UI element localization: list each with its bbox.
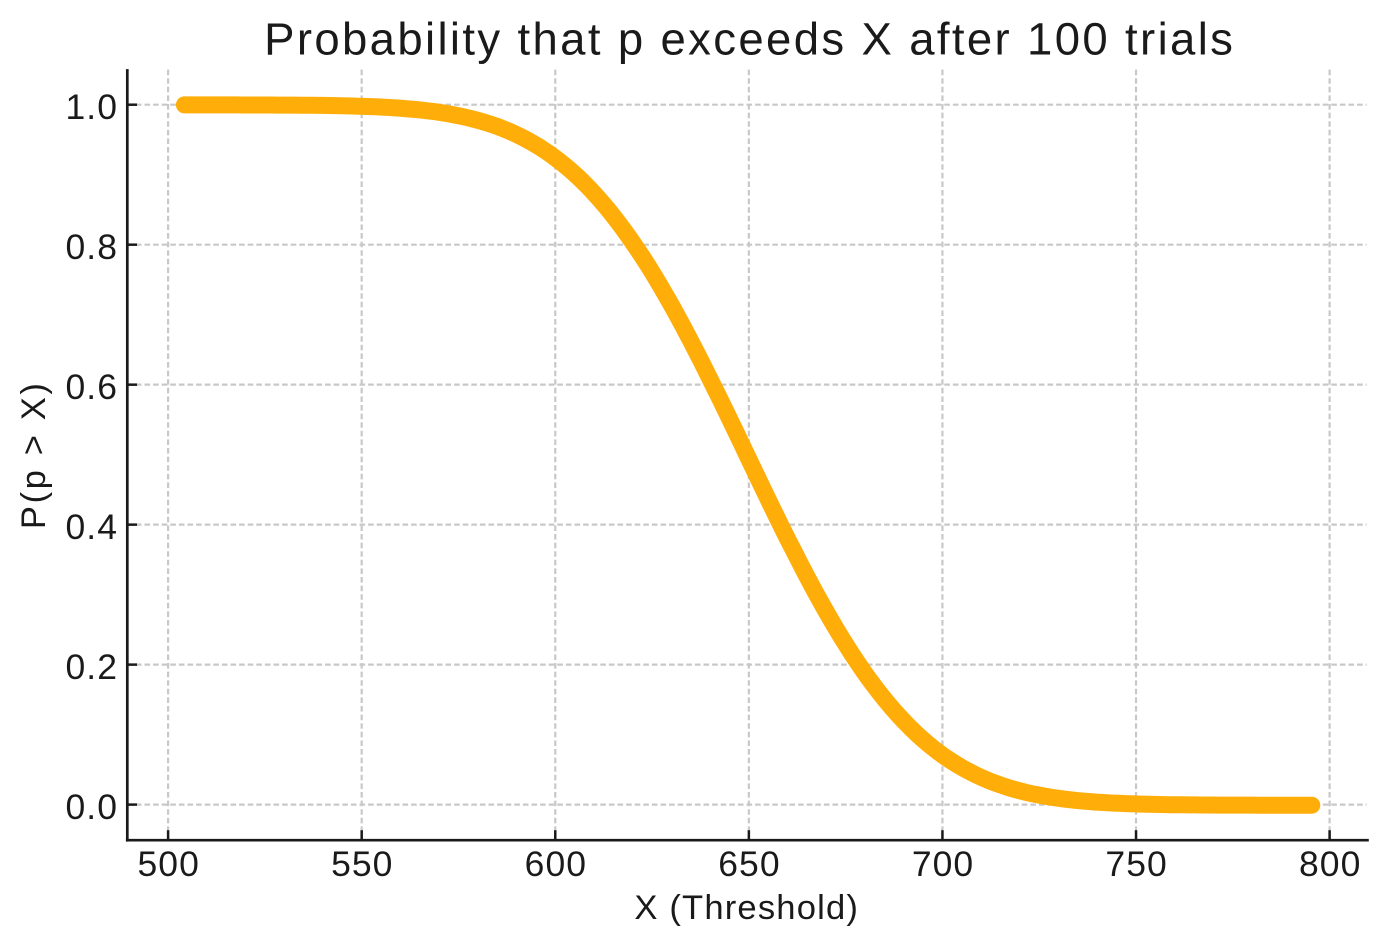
svg-text:0.6: 0.6 [66, 367, 119, 407]
svg-text:700: 700 [912, 844, 974, 884]
svg-text:Probability that p exceeds X a: Probability that p exceeds X after 100 t… [264, 14, 1235, 65]
svg-text:1.0: 1.0 [66, 87, 119, 127]
svg-text:800: 800 [1299, 844, 1361, 884]
svg-text:550: 550 [331, 844, 393, 884]
svg-text:X (Threshold): X (Threshold) [634, 889, 859, 927]
svg-text:0.8: 0.8 [66, 227, 119, 267]
svg-text:0.4: 0.4 [66, 507, 119, 547]
svg-text:P(p > X): P(p > X) [15, 380, 53, 529]
svg-text:0.2: 0.2 [66, 647, 119, 687]
svg-text:500: 500 [138, 844, 200, 884]
svg-text:650: 650 [718, 844, 780, 884]
svg-text:0.0: 0.0 [66, 787, 119, 827]
svg-text:600: 600 [525, 844, 587, 884]
svg-text:750: 750 [1105, 844, 1167, 884]
